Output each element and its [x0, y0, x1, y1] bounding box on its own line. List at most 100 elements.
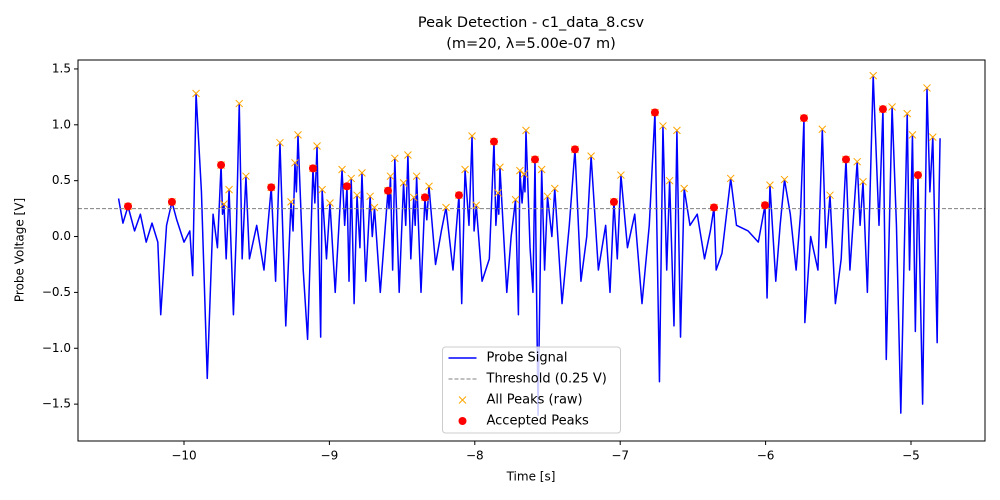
chart-title: Peak Detection - c1_data_8.csv — [418, 15, 645, 31]
legend-label: Accepted Peaks — [487, 414, 590, 429]
raw-peak — [404, 151, 412, 159]
legend-label: Threshold (0.25 V) — [486, 372, 607, 387]
accepted-peak — [841, 155, 850, 164]
raw-peak — [659, 122, 667, 130]
accepted-peak — [267, 183, 276, 192]
y-tick-label: −0.5 — [42, 285, 71, 299]
raw-peak — [826, 191, 834, 200]
raw-peak — [726, 174, 735, 183]
raw-peak — [520, 170, 529, 178]
raw-peak — [766, 181, 774, 189]
raw-peak — [472, 201, 481, 210]
raw-peak — [399, 179, 408, 187]
raw-peak — [276, 138, 284, 147]
accepted-peak — [308, 164, 317, 173]
y-tick-label: −1.0 — [42, 341, 71, 355]
raw-peak — [192, 89, 200, 98]
y-axis-label: Probe Voltage [V] — [13, 198, 27, 302]
raw-peak — [442, 203, 450, 212]
raw-peak — [928, 133, 937, 141]
accepted-peak — [454, 191, 463, 200]
raw-peak — [409, 193, 418, 202]
raw-peak — [496, 163, 504, 172]
raw-peak — [287, 198, 295, 206]
raw-peak — [390, 154, 399, 163]
raw-peak — [353, 191, 361, 200]
legend-label: All Peaks (raw) — [487, 393, 583, 408]
raw-peak — [853, 157, 862, 166]
x-tick-label: −9 — [321, 449, 339, 463]
raw-peak — [294, 131, 302, 139]
raw-peak — [494, 189, 502, 197]
raw-peak — [869, 71, 878, 80]
raw-peak — [665, 176, 674, 185]
x-tick-label: −6 — [757, 449, 775, 463]
raw-peak — [461, 165, 469, 174]
accepted-peak — [570, 145, 579, 154]
raw-peak — [326, 199, 334, 207]
raw-peak — [425, 182, 433, 191]
raw-peak — [468, 132, 476, 140]
x-tick-label: −7 — [611, 449, 629, 463]
raw-peak — [680, 184, 689, 193]
raw-peak — [242, 172, 250, 181]
raw-peak — [673, 126, 681, 135]
accepted-peak — [217, 161, 226, 170]
raw-peak — [366, 192, 374, 201]
legend-box — [442, 346, 621, 434]
accepted-peak — [650, 108, 659, 117]
raw-peak — [347, 174, 356, 183]
x-tick-label: −8 — [466, 449, 484, 463]
raw-peak — [522, 126, 530, 135]
accepted-peak — [799, 114, 808, 123]
signal-line — [117, 74, 941, 417]
y-tick-label: −1.5 — [42, 397, 71, 411]
raw-peak — [617, 171, 625, 179]
y-tick-label: 0.5 — [52, 173, 71, 187]
raw-peak — [318, 185, 326, 194]
raw-peak — [543, 192, 552, 201]
accepted-peak — [383, 186, 392, 195]
raw-peak — [235, 99, 244, 108]
accepted-peak — [124, 202, 133, 211]
accepted-peak — [761, 201, 770, 210]
raw-peak — [225, 185, 233, 194]
raw-peak — [516, 166, 524, 175]
raw-peak — [386, 172, 395, 181]
raw-peak — [291, 158, 299, 167]
raw-peak — [888, 103, 896, 111]
plot-frame — [77, 59, 986, 442]
raw-peak — [511, 195, 520, 204]
accepted-peak — [167, 197, 176, 206]
y-tick-label: 1.0 — [52, 117, 71, 131]
raw-peak — [818, 125, 827, 134]
raw-peak — [587, 152, 595, 160]
raw-peak — [220, 200, 228, 208]
y-tick-label: 0.0 — [52, 229, 71, 243]
raw-peak — [780, 175, 789, 184]
legend-sample — [458, 396, 467, 404]
accepted-peak — [342, 182, 351, 191]
raw-peak — [338, 165, 346, 174]
accepted-peak — [489, 137, 498, 146]
accepted-peak — [530, 155, 539, 164]
accepted-peak — [609, 197, 618, 206]
x-axis-label: Time [s] — [506, 470, 556, 484]
accepted-peak — [878, 105, 887, 114]
raw-peak — [313, 142, 321, 150]
raw-peak — [412, 172, 421, 181]
accepted-peak — [420, 193, 429, 202]
accepted-peak — [709, 203, 718, 212]
raw-peak — [923, 84, 931, 92]
raw-peak — [370, 203, 379, 212]
x-tick-label: −5 — [902, 449, 920, 463]
chart-subtitle: (m=20, λ=5.00e-07 m) — [446, 36, 616, 52]
raw-peak — [903, 109, 912, 118]
raw-peak — [537, 165, 546, 174]
legend-sample — [458, 417, 467, 425]
x-tick-label: −10 — [171, 449, 196, 463]
accepted-peak — [913, 171, 922, 180]
raw-peak — [358, 168, 366, 177]
raw-peak — [550, 184, 559, 193]
